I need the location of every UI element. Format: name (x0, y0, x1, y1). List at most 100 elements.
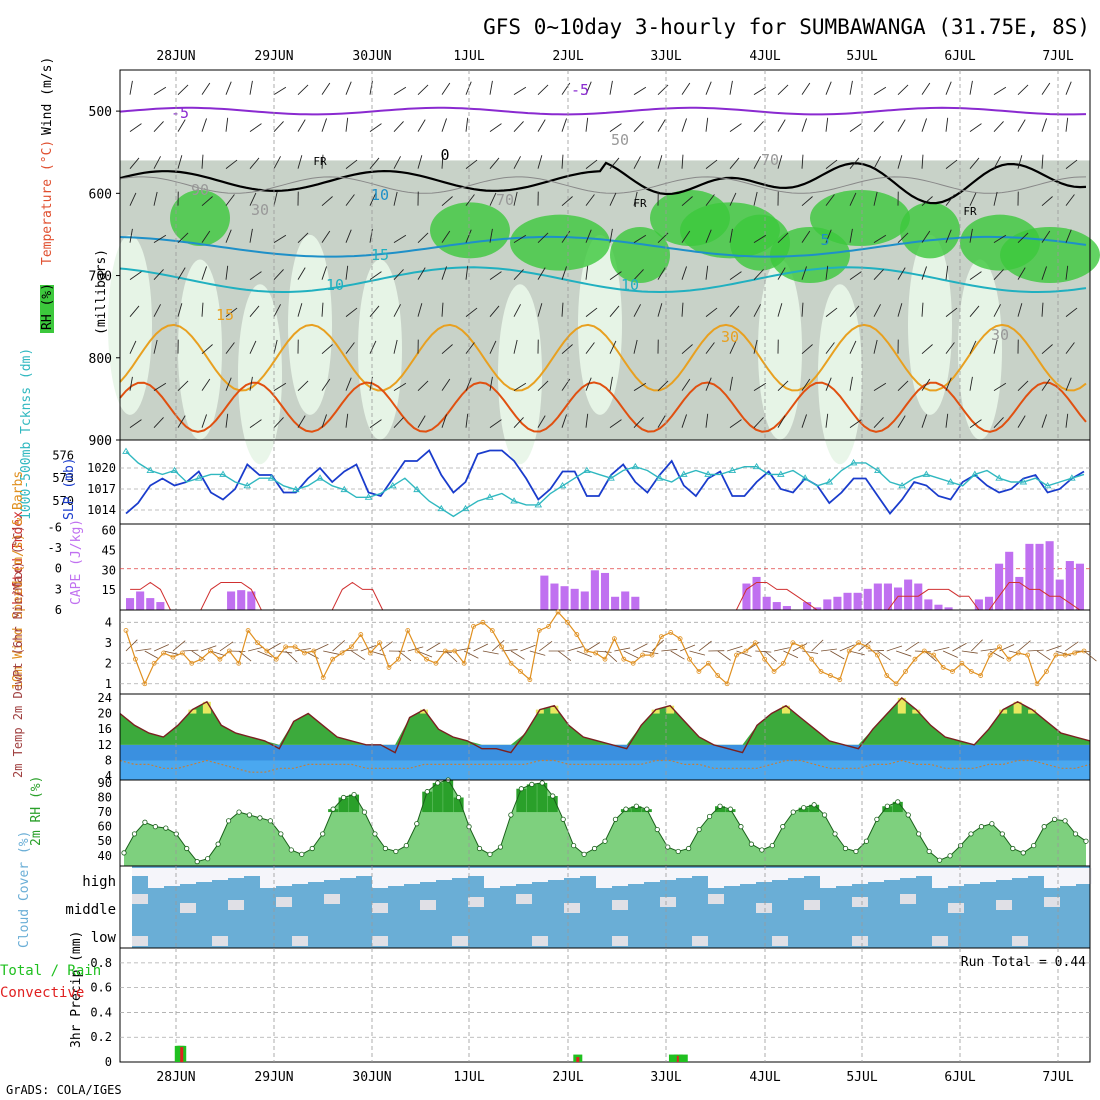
cape-bar (1055, 579, 1064, 610)
rh2m-point (320, 831, 326, 837)
wind-barb (849, 80, 853, 95)
wind-barb (345, 81, 352, 95)
wind-speed-point (771, 669, 777, 674)
wind-barb (225, 377, 232, 391)
wind-speed-point (320, 675, 326, 681)
wind-barb (561, 196, 573, 207)
wind-barb (585, 413, 589, 428)
rh2m-high-fill (349, 794, 360, 813)
rh2m-point (738, 824, 744, 830)
wind-barb (993, 156, 1001, 169)
thickness-marker (1068, 474, 1076, 481)
wind-barb (811, 639, 824, 652)
wind-speed-point (1081, 648, 1087, 654)
wind-barb (1017, 267, 1026, 280)
wind-barb (369, 192, 377, 206)
cloud-high-block (1076, 868, 1092, 884)
rh2m-point (414, 821, 420, 827)
contour-label: 70 (761, 151, 779, 169)
wind-speed-point (593, 650, 599, 656)
wind-barb (1017, 84, 1029, 95)
cape-bar (833, 596, 842, 610)
wind-speed-point (142, 681, 148, 687)
wind-barb (924, 650, 937, 662)
wind-barb (873, 417, 884, 428)
rh2m-high-fill (715, 806, 726, 813)
cloud-low-block (1012, 936, 1028, 946)
wind-barb (705, 159, 718, 170)
wind-barb (510, 650, 525, 660)
wind-barb (345, 342, 355, 354)
wind-barb (633, 382, 647, 392)
wind-speed-point (968, 669, 974, 674)
wind-barb (729, 340, 737, 354)
thickness-marker (534, 501, 543, 508)
wind-barb (323, 650, 339, 655)
cloud-high-block (900, 868, 916, 878)
ylabel-rh2m: 2m RH (%) (29, 776, 44, 846)
cape-bar (934, 604, 943, 610)
rh2m-point (487, 851, 493, 857)
cape-bar (924, 599, 933, 610)
cloud-mid-block (660, 897, 676, 907)
rh2m-point (393, 848, 399, 855)
wind-barb (332, 640, 345, 652)
rh2m-point (299, 851, 305, 857)
bottom-date-label: 7JUL (1042, 1070, 1073, 1085)
wind-barb (369, 271, 382, 281)
wind-barb (969, 123, 982, 133)
rh2m-point (560, 816, 566, 822)
cape-tick-label: 60 (102, 524, 116, 538)
wind-barb (177, 84, 189, 95)
wind-barb (465, 81, 472, 95)
wind-barb (753, 382, 767, 392)
wind-barb (273, 269, 284, 280)
cloud-high-block (372, 868, 388, 888)
precip-tick-label: 0.8 (90, 956, 112, 970)
wind-barb (201, 645, 217, 652)
wind-barb (153, 269, 164, 280)
wind-barb (873, 234, 887, 244)
wind-barb (489, 192, 497, 206)
wind-speed-point (132, 656, 138, 662)
li-tick-label: -6 (48, 520, 62, 534)
wind-barb (129, 192, 137, 206)
wind-barb (777, 232, 789, 243)
wind-barb (369, 305, 380, 317)
contour-label: -5 (171, 104, 189, 122)
ylabel-precip: 3hr Precip (mm) (69, 931, 84, 1048)
wind-speed-point (734, 652, 739, 658)
wind-speed-point (931, 652, 937, 658)
wind-barb (657, 415, 666, 428)
rh2m-point (853, 848, 859, 855)
wind-speed-point (640, 652, 645, 658)
wind-barb (989, 650, 1005, 660)
cape-bar (762, 596, 771, 610)
wind-barb (1041, 196, 1053, 207)
wind-barb (153, 339, 158, 354)
wind-barb (609, 305, 620, 317)
rh2m-point (811, 802, 817, 808)
thickness-marker (461, 504, 470, 512)
y-tick-label: 500 (89, 105, 112, 120)
wind-barb (441, 266, 447, 280)
wind-barb (177, 415, 186, 428)
thickness-marker (316, 474, 324, 481)
rh2m-point (372, 831, 378, 837)
wind-barb (154, 644, 169, 652)
wind-barb (561, 414, 567, 428)
wind-barb (698, 640, 712, 652)
wind-speed-point (273, 656, 279, 662)
wind-barb (661, 648, 678, 652)
contour-label: 70 (496, 191, 514, 209)
wind-barb (993, 339, 998, 354)
cloud-high-block (436, 868, 452, 880)
wind-barb (417, 84, 429, 95)
wind-barb (561, 118, 567, 132)
bottom-date-label: 28JUN (156, 1070, 195, 1085)
y-tick-label: 600 (89, 187, 112, 202)
rh-pale-blob (358, 259, 402, 440)
wind-barb (705, 117, 709, 132)
wind-barb (801, 82, 811, 95)
wind-barb (321, 118, 327, 132)
